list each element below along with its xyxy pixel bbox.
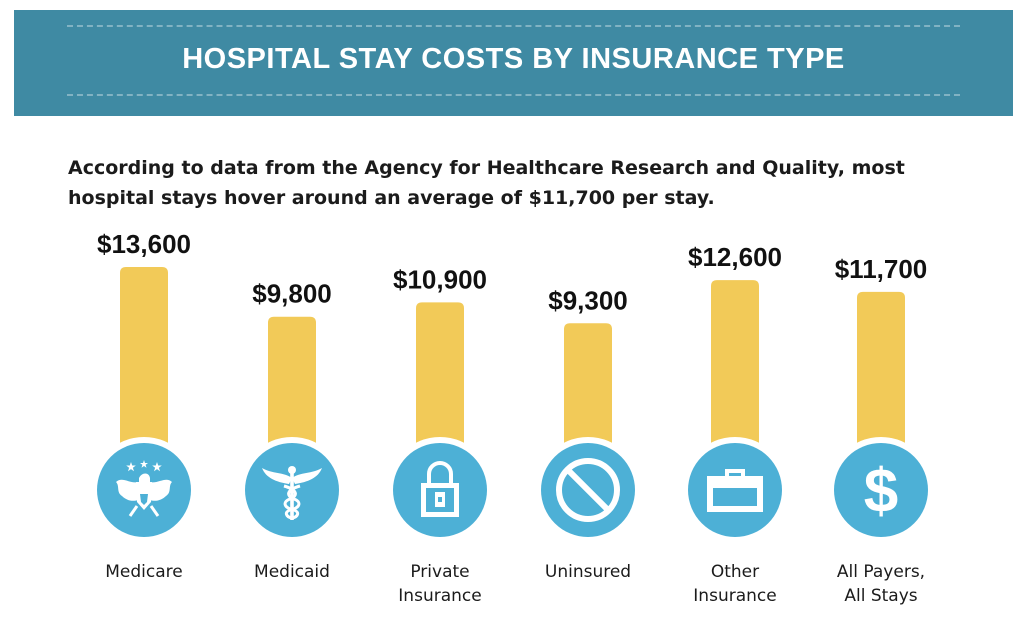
bar [857,291,905,445]
prohibited-icon [556,458,620,522]
category-label: Other [711,562,759,582]
category-label: All Stays [844,586,917,606]
category-label: Uninsured [545,562,631,582]
value-label: $12,600 [688,242,782,272]
bar [416,302,464,445]
dollar-icon: $ [864,457,898,526]
category-label: Private [410,562,469,582]
eagle-icon [116,460,172,517]
bar [564,323,612,445]
header-dash-top [67,25,960,27]
value-label: $9,800 [252,279,332,309]
intro-line-2: hospital stays hover around an average o… [68,187,715,209]
bar [268,316,316,445]
bar [711,280,759,445]
intro-line-1: According to data from the Agency for He… [68,157,905,179]
category-label: Medicare [105,562,182,582]
svg-text:$: $ [864,457,898,526]
value-label: $11,700 [835,254,928,284]
bar [120,267,168,445]
value-label: $10,900 [393,264,487,294]
header-banner: HOSPITAL STAY COSTS BY INSURANCE TYPE [14,10,1013,116]
value-label: $9,300 [548,285,628,315]
header-dash-bottom [67,94,960,96]
value-label: $13,600 [97,229,191,259]
intro-text: According to data from the Agency for He… [68,153,968,213]
category-label: All Payers, [837,562,925,582]
category-label: Medicaid [254,562,330,582]
category-label: Insurance [398,586,481,606]
icon-circle [834,443,928,537]
padlock-icon [421,461,459,517]
caduceus-icon [262,466,322,520]
briefcase-icon [707,469,763,512]
page-title: HOSPITAL STAY COSTS BY INSURANCE TYPE [182,43,845,75]
category-label: Insurance [693,586,776,606]
